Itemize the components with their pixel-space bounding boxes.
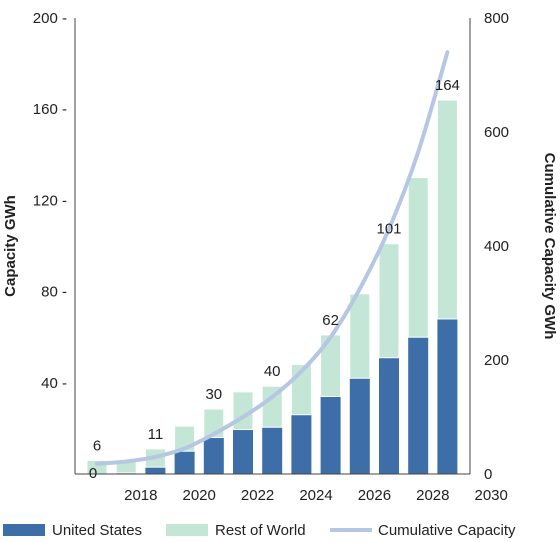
- x-axis-tick-label: 2026: [358, 487, 391, 504]
- x-axis-tick-label: 2028: [416, 487, 449, 504]
- right-axis-tick-label: 800: [484, 10, 509, 27]
- legend-label-rest-of-world: Rest of World: [215, 522, 306, 539]
- bar-total-label: 40: [264, 363, 281, 380]
- axes-layer: [74, 18, 471, 475]
- bar-united-states: [437, 318, 458, 474]
- labels-layer: 40 - 80 - 120 - 160 - 200 - 0 0 200 400 600 800 201…: [33, 10, 509, 504]
- x-axis-tick-label: 2020: [183, 487, 216, 504]
- right-axis-tick-label: 400: [484, 238, 509, 255]
- bar-total-label: 30: [205, 386, 222, 403]
- bar-united-states: [262, 427, 283, 474]
- legend-label-cumulative-capacity: Cumulative Capacity: [378, 522, 516, 539]
- bar-rest-of-world: [407, 177, 429, 338]
- cumulative-line-layer: [95, 50, 450, 466]
- legend-label-united-states: United States: [52, 522, 142, 539]
- right-axis-tick-label: 0: [484, 466, 492, 483]
- bar-united-states: [233, 429, 253, 474]
- legend-swatch-united-states: [3, 524, 45, 536]
- x-axis-tick-label: 2022: [241, 487, 274, 504]
- bar-rest-of-world: [436, 99, 458, 320]
- bar-united-states: [408, 337, 429, 474]
- x-axis-tick-label: 2018: [124, 487, 157, 504]
- right-axis-tick-label: 600: [484, 124, 509, 141]
- bars-layer: [86, 99, 458, 475]
- bar-united-states: [320, 396, 341, 474]
- bar-total-label: 11: [148, 426, 164, 443]
- right-axis-title: Cumulative Capacity GWh: [541, 153, 558, 340]
- bar-rest-of-world: [349, 293, 371, 379]
- left-axis-tick-label: 80 -: [41, 284, 67, 301]
- bar-united-states: [174, 451, 195, 474]
- bar-total-label: 62: [322, 312, 339, 329]
- legend-swatch-rest-of-world: [166, 524, 208, 536]
- left-axis-tick-label: 120 -: [33, 192, 67, 209]
- x-axis-tick-label: 2030: [475, 487, 508, 504]
- cumulative-capacity-line: [95, 50, 450, 466]
- bar-united-states: [145, 467, 166, 474]
- bar-total-label: 101: [376, 221, 401, 238]
- bar-united-states: [349, 378, 370, 474]
- bar-total-label: 164: [435, 77, 460, 94]
- bar-united-states: [291, 414, 312, 474]
- left-axis-tick-label: 200 -: [33, 10, 67, 27]
- x-axis-tick-label: 2024: [299, 487, 332, 504]
- right-axis-tick-label: 200: [484, 352, 509, 369]
- bar-united-states: [203, 437, 224, 474]
- left-axis-title: Capacity GWh: [2, 195, 19, 297]
- left-axis-tick-label: 160 -: [33, 101, 67, 118]
- zero-label: 0: [89, 465, 97, 482]
- legend: United States Rest of World Cumulative Cap…: [3, 522, 516, 539]
- bar-rest-of-world: [378, 243, 400, 359]
- left-axis-tick-label: 40 -: [41, 375, 67, 392]
- bar-united-states: [116, 472, 137, 474]
- bar-united-states: [379, 357, 399, 474]
- bar-total-label: 6: [93, 437, 101, 454]
